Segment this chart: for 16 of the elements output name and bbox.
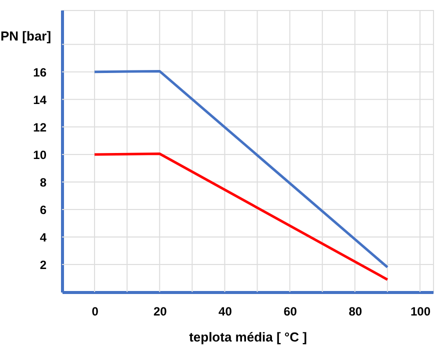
x-tick-label: 60 <box>284 304 298 318</box>
x-tick-label: 100 <box>410 304 431 318</box>
y-tick-label: 6 <box>40 202 47 217</box>
y-axis-title: PN [bar] <box>0 28 52 44</box>
x-tick-label: 0 <box>92 304 99 318</box>
y-tick-label: 2 <box>40 258 47 272</box>
y-tick-label: 14 <box>33 92 47 107</box>
y-tick-label: 16 <box>33 65 47 80</box>
x-axis-title: teplota média [ °C ] <box>189 330 307 344</box>
x-tick-label: 20 <box>153 304 168 318</box>
x-tick-label: 80 <box>348 304 362 318</box>
x-tick-label: 40 <box>218 304 232 318</box>
y-tick-label: 4 <box>40 230 47 244</box>
y-tick-label: 8 <box>40 175 47 190</box>
y-tick-label: 10 <box>33 148 47 162</box>
y-tick-label: 12 <box>33 120 47 134</box>
